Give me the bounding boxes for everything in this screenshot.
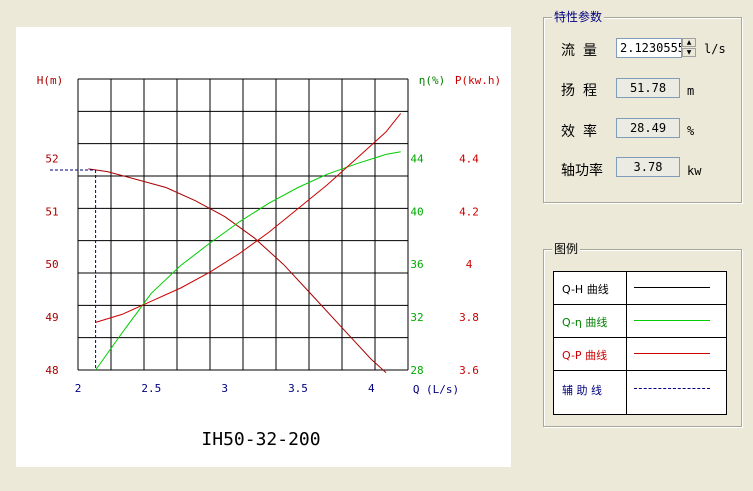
flow-spin-down[interactable]: ▼ [682,48,696,57]
legend-line-qeta [634,320,710,321]
x-tick-label: 2.5 [141,382,161,395]
legend-row-qp: Q-P 曲线 [554,338,726,370]
legend-line-qp [634,353,710,354]
flow-spin-up[interactable]: ▲ [682,38,696,47]
legend-row-qh: Q-H 曲线 [554,272,726,304]
eta-tick-label: 44 [410,152,424,165]
flow-input[interactable]: 2.1230555 [616,38,682,58]
flow-label: 流量 [561,43,605,59]
qeta-curve [95,151,401,371]
eff-label: 效率 [561,124,605,140]
qp-curve [95,113,402,323]
power-value: 3.78 [616,157,680,177]
flow-unit: l/s [704,42,726,56]
x-tick-label: 4 [368,382,375,395]
x-tick-label: 3 [221,382,228,395]
legend-label-qh: Q-H 曲线 [562,283,609,296]
legend-title: 图例 [552,241,581,257]
legend-line-qh [634,287,710,288]
p-tick-label: 4.4 [459,152,479,165]
q-axis-label: Q (L/s) [413,383,459,396]
legend-row-helper: 辅 助 线 [554,373,726,405]
eta-tick-label: 40 [410,205,423,218]
params-group: 特性参数 流量 2.1230555 ▲ ▼ l/s 扬程 51.78 m 效率 … [543,9,742,203]
eta-tick-label: 36 [410,258,423,271]
legend-label-qeta: Q-η 曲线 [562,316,608,329]
legend-label-qp: Q-P 曲线 [562,349,608,362]
x-tick-label: 3.5 [288,382,308,395]
qh-curve [88,168,387,373]
legend-row-qeta: Q-η 曲线 [554,305,726,337]
x-tick-label: 2 [75,382,82,395]
p-axis-label: P(kw.h) [455,74,501,87]
power-unit: kw [687,164,702,178]
eff-value: 28.49 [616,118,680,138]
chart-title: IH50-32-200 [201,429,320,450]
legend-label-helper: 辅 助 线 [562,384,602,397]
p-tick-label: 3.8 [459,311,479,324]
head-value: 51.78 [616,78,680,98]
p-tick-label: 4.2 [459,205,479,218]
power-label: 轴功率 [561,163,603,179]
eta-tick-label: 32 [410,311,423,324]
eta-axis-label: η(%) [419,74,446,87]
h-tick-label: 50 [45,258,58,271]
legend-table: Q-H 曲线 Q-η 曲线 Q-P 曲线 辅 助 线 [553,271,727,415]
performance-chart: 2 2.5 3 3.5 4 H(m) η(%) P(kw.h) Q (L/s) 48 49 50 51 5… [37,74,501,450]
h-tick-label: 52 [45,152,58,165]
p-tick-label: 3.6 [459,364,479,377]
eff-unit: % [687,124,695,138]
h-axis-label: H(m) [37,74,64,87]
head-unit: m [687,84,695,98]
head-label: 扬程 [561,83,605,99]
eta-tick-label: 28 [410,364,423,377]
h-tick-label: 49 [45,311,58,324]
h-tick-label: 48 [45,364,58,377]
legend-group: 图例 Q-H 曲线 Q-η 曲线 Q-P 曲线 辅 助 线 [543,241,742,427]
p-tick-label: 4 [466,258,473,271]
params-title: 特性参数 [552,9,605,25]
h-tick-label: 51 [45,205,58,218]
legend-line-helper [634,388,710,389]
chart-panel: 2 2.5 3 3.5 4 H(m) η(%) P(kw.h) Q (L/s) 48 49 50 51 5… [16,27,511,467]
